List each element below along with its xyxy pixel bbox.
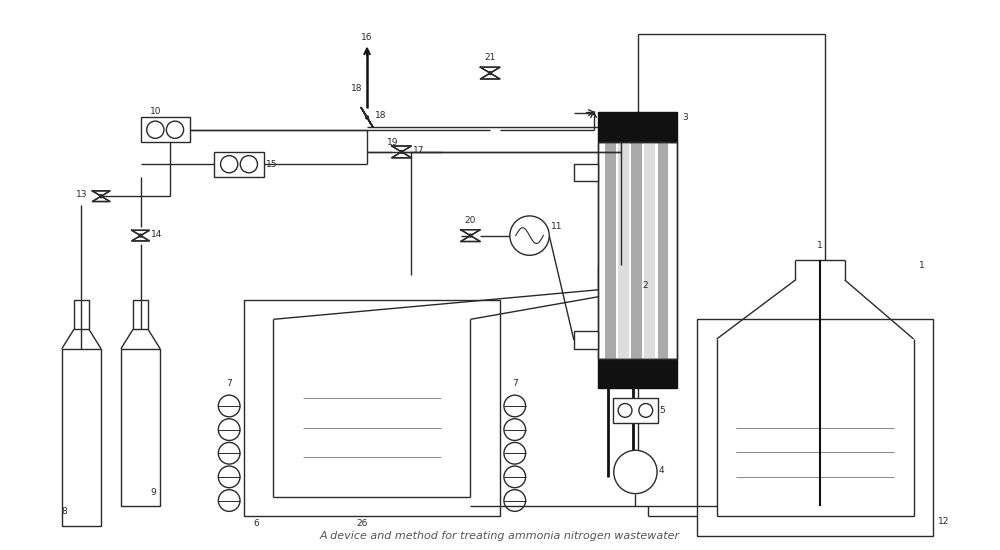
Circle shape: [221, 156, 238, 173]
Circle shape: [614, 450, 657, 494]
Bar: [121, 349, 160, 507]
Bar: [574, 164, 598, 182]
Circle shape: [100, 195, 103, 197]
Text: 26: 26: [356, 519, 368, 528]
Bar: [605, 142, 616, 359]
Bar: [62, 349, 101, 526]
Bar: [598, 142, 677, 359]
Circle shape: [510, 216, 549, 255]
Bar: [644, 142, 655, 359]
Text: 19: 19: [387, 138, 398, 147]
Bar: [574, 331, 598, 349]
Circle shape: [504, 442, 526, 464]
Bar: [141, 117, 190, 142]
Polygon shape: [480, 67, 500, 79]
Text: 11: 11: [551, 222, 563, 230]
Bar: [631, 142, 642, 359]
Polygon shape: [361, 108, 373, 127]
Text: 10: 10: [150, 107, 161, 117]
Bar: [618, 142, 629, 359]
Text: 1: 1: [919, 261, 924, 270]
Text: 2: 2: [643, 280, 648, 290]
Text: 15: 15: [266, 160, 277, 169]
Text: 1: 1: [817, 241, 823, 250]
Circle shape: [489, 72, 492, 75]
Circle shape: [469, 234, 472, 237]
Text: 12: 12: [938, 517, 950, 526]
Circle shape: [240, 156, 257, 173]
Text: 14: 14: [151, 229, 163, 239]
Bar: [613, 398, 658, 423]
Circle shape: [218, 490, 240, 512]
Circle shape: [218, 395, 240, 417]
Text: 20: 20: [465, 216, 476, 225]
Circle shape: [504, 419, 526, 441]
Circle shape: [504, 395, 526, 417]
Bar: [133, 300, 148, 329]
Circle shape: [618, 404, 632, 417]
Text: 3: 3: [682, 113, 688, 122]
Text: 7: 7: [512, 379, 518, 388]
Polygon shape: [132, 230, 149, 241]
Bar: [598, 359, 677, 388]
Circle shape: [147, 121, 164, 139]
Text: A device and method for treating ammonia nitrogen wastewater: A device and method for treating ammonia…: [320, 531, 680, 541]
Bar: [697, 320, 933, 536]
Circle shape: [366, 116, 369, 119]
Polygon shape: [461, 230, 480, 241]
Text: 6: 6: [254, 519, 260, 528]
Bar: [244, 300, 500, 516]
Circle shape: [504, 490, 526, 512]
Bar: [598, 113, 677, 142]
Circle shape: [504, 466, 526, 488]
Text: 4: 4: [659, 466, 665, 475]
Text: 9: 9: [150, 488, 156, 497]
Text: 17: 17: [413, 146, 425, 155]
Text: 5: 5: [660, 406, 665, 415]
Circle shape: [218, 442, 240, 464]
Bar: [74, 300, 89, 329]
Bar: [658, 142, 668, 359]
Text: 13: 13: [76, 190, 87, 199]
Circle shape: [166, 121, 184, 139]
Bar: [598, 142, 677, 359]
Polygon shape: [392, 146, 411, 158]
Text: 8: 8: [62, 507, 67, 516]
Circle shape: [139, 234, 142, 237]
Text: 16: 16: [361, 32, 373, 42]
Text: 7: 7: [226, 379, 232, 388]
Text: 21: 21: [484, 53, 496, 62]
Circle shape: [400, 150, 403, 153]
Polygon shape: [92, 191, 110, 201]
Circle shape: [639, 404, 653, 417]
Circle shape: [218, 466, 240, 488]
Bar: [214, 152, 264, 177]
Text: 18: 18: [375, 112, 386, 120]
Circle shape: [218, 419, 240, 441]
Text: 18: 18: [351, 84, 362, 93]
